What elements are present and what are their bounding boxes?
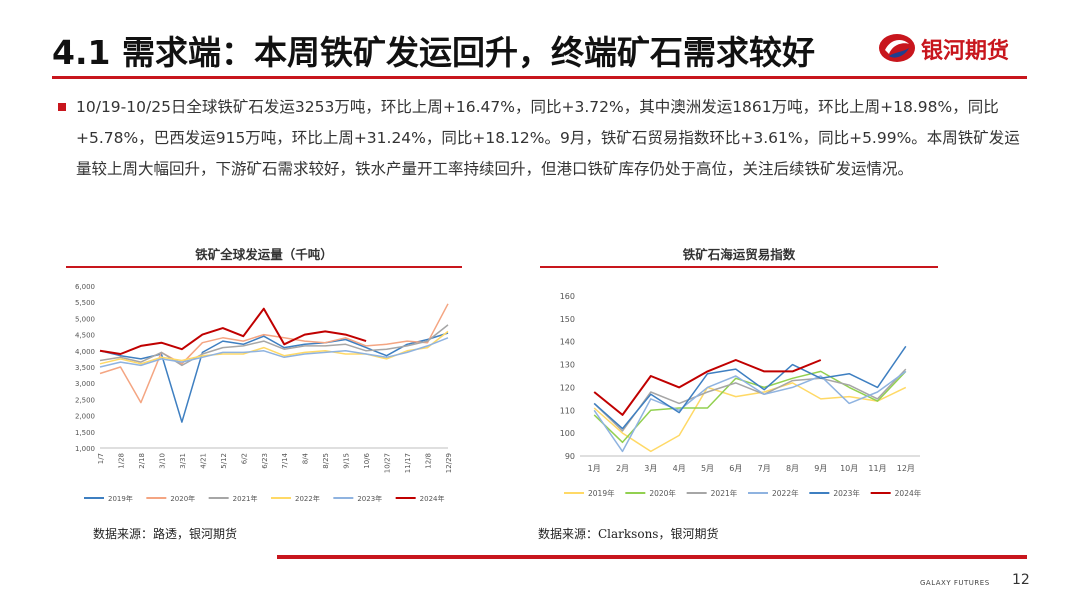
- left-chart-divider: [66, 266, 462, 268]
- series-line-4: [99, 330, 449, 365]
- series-line-1: [593, 382, 907, 453]
- right-chart: 90 100 110 120 130 140 150 160 1月 2月 3月 4月 5月 6月 7月 8月 9…: [560, 292, 922, 498]
- series-line-3: [593, 368, 907, 432]
- legend-label: 2019年: [108, 494, 133, 503]
- x-tick-label: 2/18: [138, 453, 146, 469]
- left-chart-source: 数据来源：路透，银河期货: [93, 527, 238, 541]
- x-tick-label: 4月: [673, 464, 686, 473]
- x-tick-label: 12月: [897, 464, 915, 473]
- x-tick-label: 12/8: [425, 453, 433, 469]
- x-tick-label: 7/14: [281, 452, 289, 468]
- page-number: 12: [1012, 572, 1030, 588]
- y-tick-label: 1,500: [75, 429, 95, 437]
- x-tick-label: 12/29: [445, 453, 453, 473]
- brand-logo: 银河期货: [877, 28, 1027, 68]
- y-tick-label: 5,000: [75, 315, 95, 323]
- series-line-2: [99, 303, 449, 404]
- y-tick-label: 5,500: [75, 299, 95, 307]
- x-tick-label: 1/7: [97, 453, 105, 464]
- right-chart-source: 数据来源：Clarksons，银河期货: [538, 527, 719, 541]
- y-tick-label: 120: [560, 383, 575, 392]
- y-tick-label: 2,500: [75, 396, 95, 404]
- right-chart-title: 铁矿石海运贸易指数: [682, 247, 796, 262]
- y-tick-label: 110: [560, 406, 575, 415]
- y-tick-label: 100: [560, 429, 575, 438]
- page-title: 4.1 需求端：本周铁矿发运回升，终端矿石需求较好: [52, 33, 815, 72]
- legend-label: 2022年: [772, 488, 799, 498]
- legend-label: 2020年: [649, 488, 676, 498]
- series-line-1: [99, 332, 449, 423]
- series-line-2: [593, 370, 907, 444]
- x-tick-label: 6月: [729, 464, 742, 473]
- x-tick-label: 8月: [786, 464, 799, 473]
- legend-label: 2024年: [420, 494, 445, 503]
- legend-label: 2022年: [295, 494, 320, 503]
- y-tick-label: 160: [560, 292, 575, 301]
- x-tick-label: 7月: [758, 464, 771, 473]
- x-tick-label: 1/28: [117, 453, 125, 469]
- footer-brand: GALAXY FUTURES: [920, 579, 990, 587]
- y-tick-label: 6,000: [75, 283, 95, 291]
- logo-text: 银河期货: [921, 39, 1010, 64]
- x-tick-label: 2月: [616, 464, 629, 473]
- summary-paragraph: 10/19-10/25日全球铁矿石发运3253万吨，环比上周+16.47%，同比…: [76, 98, 1020, 178]
- x-tick-label: 8/25: [322, 453, 330, 469]
- left-chart-title: 铁矿全球发运量（千吨）: [195, 247, 333, 262]
- x-tick-label: 5月: [701, 464, 714, 473]
- title-divider: [52, 76, 1027, 79]
- y-tick-label: 140: [560, 338, 575, 347]
- legend-label: 2023年: [357, 494, 382, 503]
- x-tick-label: 5/12: [220, 453, 228, 469]
- legend-label: 2020年: [170, 494, 195, 503]
- series-line-5: [99, 337, 449, 368]
- x-tick-label: 9/15: [343, 453, 351, 469]
- footer-divider: [277, 555, 1027, 559]
- series-line-5: [593, 345, 907, 430]
- right-chart-divider: [540, 266, 938, 268]
- y-tick-label: 2,000: [75, 413, 95, 421]
- y-tick-label: 4,000: [75, 348, 95, 356]
- legend-label: 2024年: [895, 488, 922, 498]
- series-line-6: [593, 359, 822, 416]
- series-line-3: [99, 324, 449, 367]
- x-tick-label: 1月: [588, 464, 601, 473]
- left-chart: 1,000 1,500 2,000 2,500 3,000 3,500 4,000 4,500…: [75, 283, 453, 503]
- y-tick-label: 4,500: [75, 332, 95, 340]
- x-tick-label: 6/2: [240, 453, 248, 464]
- y-tick-label: 1,000: [75, 445, 95, 453]
- series-line-4: [593, 370, 907, 453]
- legend-label: 2019年: [588, 488, 615, 498]
- legend-label: 2021年: [711, 488, 738, 498]
- legend-label: 2021年: [233, 494, 258, 503]
- x-tick-label: 3/31: [179, 453, 187, 469]
- y-tick-label: 90: [565, 452, 575, 461]
- x-tick-label: 3月: [644, 464, 657, 473]
- x-tick-label: 3/10: [158, 453, 166, 469]
- x-tick-label: 11/17: [404, 453, 412, 473]
- y-tick-label: 3,000: [75, 380, 95, 388]
- x-tick-label: 4/21: [199, 453, 207, 469]
- x-tick-label: 9月: [814, 464, 827, 473]
- x-tick-label: 10月: [840, 464, 858, 473]
- y-tick-label: 3,500: [75, 364, 95, 372]
- x-tick-label: 10/27: [384, 453, 392, 473]
- x-tick-label: 10/6: [363, 452, 371, 468]
- x-tick-label: 8/4: [302, 452, 310, 464]
- y-tick-label: 130: [560, 361, 575, 370]
- galaxy-logo-icon: [879, 34, 915, 62]
- x-tick-label: 11月: [868, 464, 886, 473]
- x-tick-label: 6/23: [261, 453, 269, 469]
- y-tick-label: 150: [560, 315, 575, 324]
- bullet-icon: [58, 103, 66, 111]
- legend-label: 2023年: [833, 488, 860, 498]
- series-line-6: [99, 307, 367, 355]
